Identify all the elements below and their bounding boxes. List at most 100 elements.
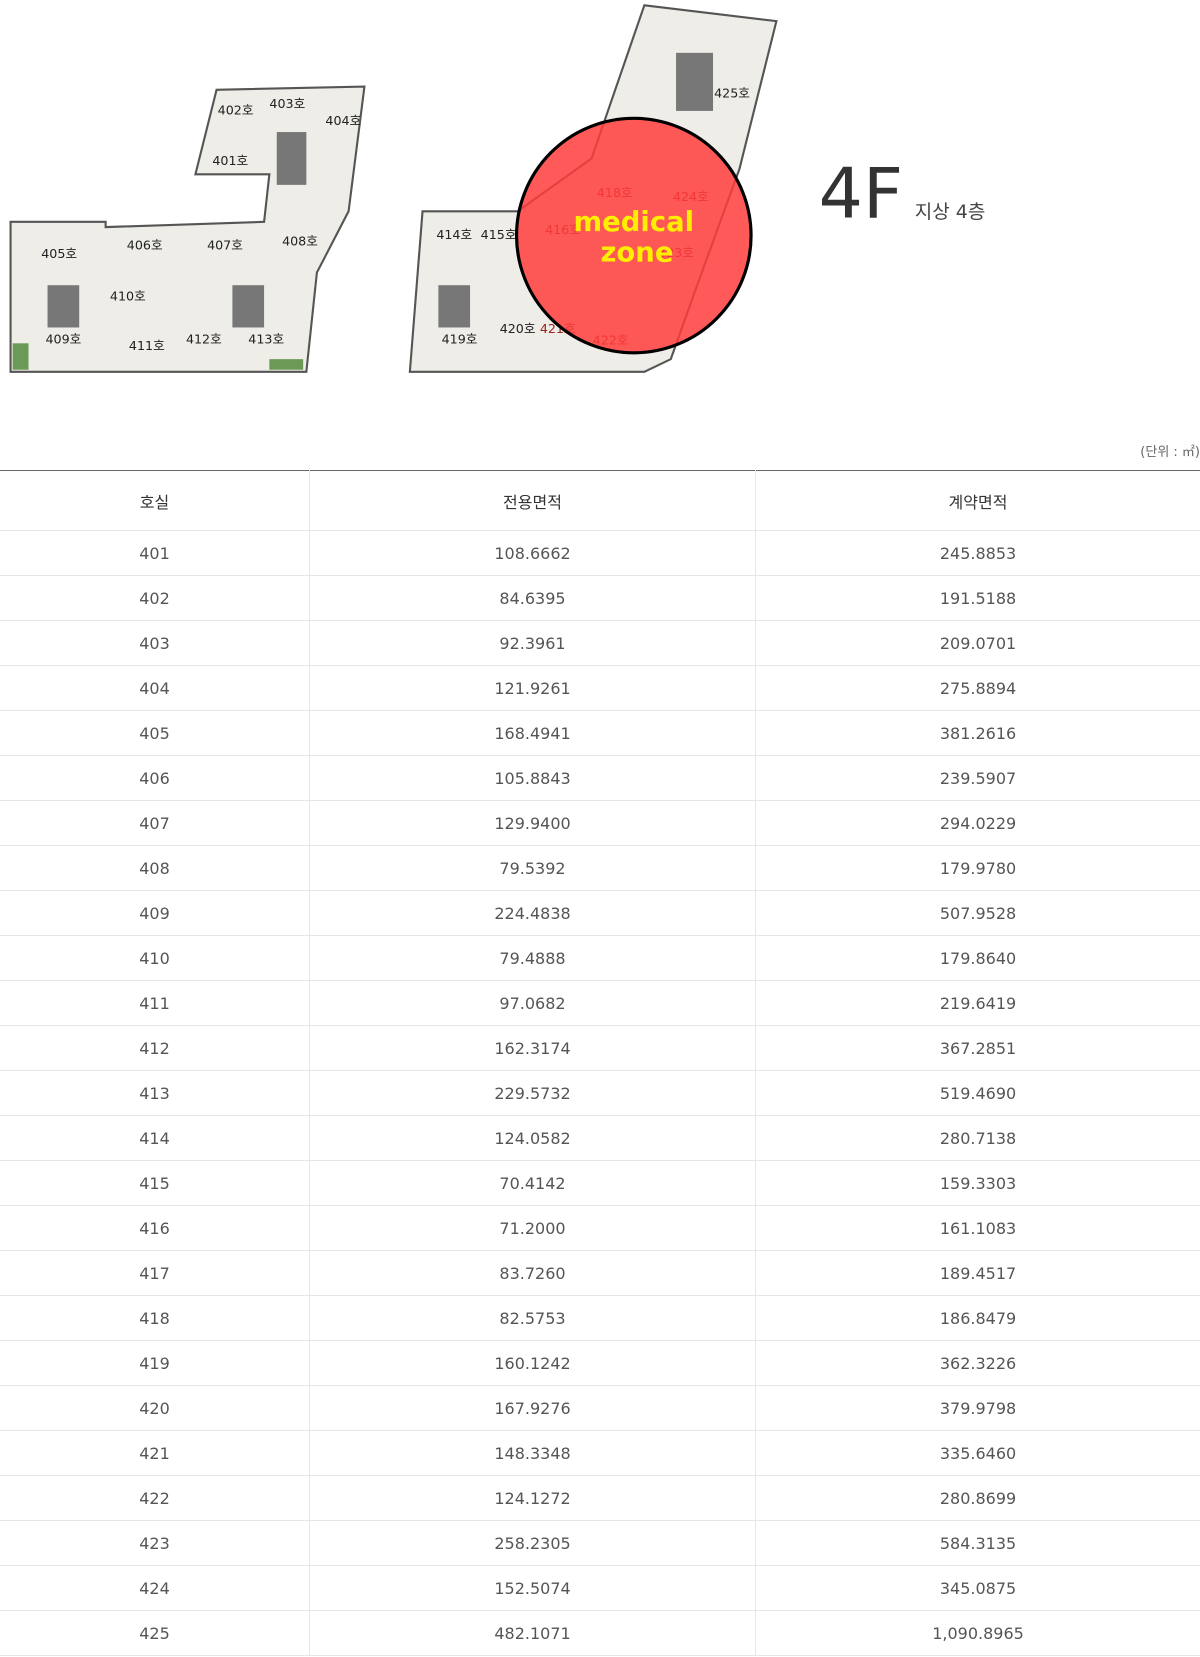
table-cell: 412 [0, 1025, 310, 1071]
table-cell: 239.5907 [755, 755, 1200, 801]
room-label: 402호 [218, 102, 254, 117]
room-label: 420호 [500, 321, 536, 336]
table-row: 412 162.3174 367.2851 [0, 1025, 1200, 1071]
table-cell: 416 [0, 1205, 310, 1251]
table-cell: 79.5392 [309, 845, 756, 891]
table-cell: 162.3174 [309, 1025, 756, 1071]
table-cell: 108.6662 [309, 530, 756, 576]
table-cell: 405 [0, 710, 310, 756]
table-row: 403 92.3961 209.0701 [0, 620, 1200, 666]
table-row: 425 482.1071 1,090.8965 [0, 1610, 1200, 1656]
room-label: 419호 [442, 332, 478, 347]
table-cell: 83.7260 [309, 1250, 756, 1296]
table-cell: 219.6419 [755, 980, 1200, 1026]
table-cell: 168.4941 [309, 710, 756, 756]
table-cell: 422 [0, 1475, 310, 1521]
table-cell: 404 [0, 665, 310, 711]
table-row: 407 129.9400 294.0229 [0, 800, 1200, 846]
table-cell: 79.4888 [309, 935, 756, 981]
table-row: 418 82.5753 186.8479 [0, 1295, 1200, 1341]
table-cell: 97.0682 [309, 980, 756, 1026]
room-label: 403호 [269, 96, 305, 111]
table-row: 422 124.1272 280.8699 [0, 1475, 1200, 1521]
table-row: 416 71.2000 161.1083 [0, 1205, 1200, 1251]
table-cell: 280.7138 [755, 1115, 1200, 1161]
room-label: 408호 [282, 233, 318, 248]
table-cell: 402 [0, 575, 310, 621]
table-row: 419 160.1242 362.3226 [0, 1340, 1200, 1386]
table-cell: 507.9528 [755, 890, 1200, 936]
table-cell: 71.2000 [309, 1205, 756, 1251]
core [438, 285, 471, 328]
core [676, 52, 714, 111]
table-row: 411 97.0682 219.6419 [0, 980, 1200, 1026]
table-cell: 161.1083 [755, 1205, 1200, 1251]
table-row: 409 224.4838 507.9528 [0, 890, 1200, 936]
green [12, 343, 29, 370]
table-cell: 407 [0, 800, 310, 846]
table-cell: 425 [0, 1610, 310, 1656]
unit-note: (단위 : ㎡) [1140, 445, 1200, 460]
room-label: 409호 [45, 332, 81, 347]
table-cell: 294.0229 [755, 800, 1200, 846]
header-cell: 전용면적 [309, 470, 756, 531]
header-row: 호실 전용면적 계약면적 [0, 470, 1200, 531]
green [269, 359, 304, 370]
table-cell: 423 [0, 1520, 310, 1566]
table-cell: 401 [0, 530, 310, 576]
room-label: 405호 [41, 246, 77, 261]
header-cell: 호실 [0, 470, 310, 531]
table-row: 402 84.6395 191.5188 [0, 575, 1200, 621]
table-cell: 124.1272 [309, 1475, 756, 1521]
table-cell: 335.6460 [755, 1430, 1200, 1476]
building-left [9, 85, 366, 373]
table-row: 414 124.0582 280.7138 [0, 1115, 1200, 1161]
room-label: 425호 [714, 86, 750, 101]
table-cell: 410 [0, 935, 310, 981]
table-cell: 362.3226 [755, 1340, 1200, 1386]
table-row: 420 167.9276 379.9798 [0, 1385, 1200, 1431]
area-table: 호실 전용면적 계약면적 401 108.6662 245.8853 402 84.6395 1… [0, 470, 1200, 1656]
room-label: 411호 [129, 338, 165, 353]
room-label: 412호 [186, 332, 222, 347]
table-cell: 415 [0, 1160, 310, 1206]
table-cell: 191.5188 [755, 575, 1200, 621]
table-cell: 129.9400 [309, 800, 756, 846]
table-cell: 420 [0, 1385, 310, 1431]
table-cell: 229.5732 [309, 1070, 756, 1116]
table-cell: 84.6395 [309, 575, 756, 621]
table-row: 408 79.5392 179.9780 [0, 845, 1200, 891]
table-cell: 152.5074 [309, 1565, 756, 1611]
table-row: 410 79.4888 179.8640 [0, 935, 1200, 981]
table-cell: 82.5753 [309, 1295, 756, 1341]
table-cell: 345.0875 [755, 1565, 1200, 1611]
table-row: 406 105.8843 239.5907 [0, 755, 1200, 801]
room-label: 404호 [325, 113, 361, 128]
table-cell: 105.8843 [309, 755, 756, 801]
header-cell: 계약면적 [755, 470, 1200, 531]
table-cell: 418 [0, 1295, 310, 1341]
table-cell: 160.1242 [309, 1340, 756, 1386]
table-cell: 414 [0, 1115, 310, 1161]
core [232, 285, 265, 328]
table-row: 415 70.4142 159.3303 [0, 1160, 1200, 1206]
table-cell: 224.4838 [309, 890, 756, 936]
room-label: 410호 [110, 288, 146, 303]
table-cell: 280.8699 [755, 1475, 1200, 1521]
room-label: 406호 [127, 238, 163, 253]
table-cell: 409 [0, 890, 310, 936]
table-row: 404 121.9261 275.8894 [0, 665, 1200, 711]
table-row: 413 229.5732 519.4690 [0, 1070, 1200, 1116]
table-cell: 209.0701 [755, 620, 1200, 666]
table-cell: 186.8479 [755, 1295, 1200, 1341]
table-cell: 258.2305 [309, 1520, 756, 1566]
room-label: 414호 [436, 227, 472, 242]
table-cell: 419 [0, 1340, 310, 1386]
table-cell: 124.0582 [309, 1115, 756, 1161]
table-cell: 179.8640 [755, 935, 1200, 981]
core [47, 285, 80, 328]
table-cell: 92.3961 [309, 620, 756, 666]
table-cell: 70.4142 [309, 1160, 756, 1206]
table-row: 405 168.4941 381.2616 [0, 710, 1200, 756]
